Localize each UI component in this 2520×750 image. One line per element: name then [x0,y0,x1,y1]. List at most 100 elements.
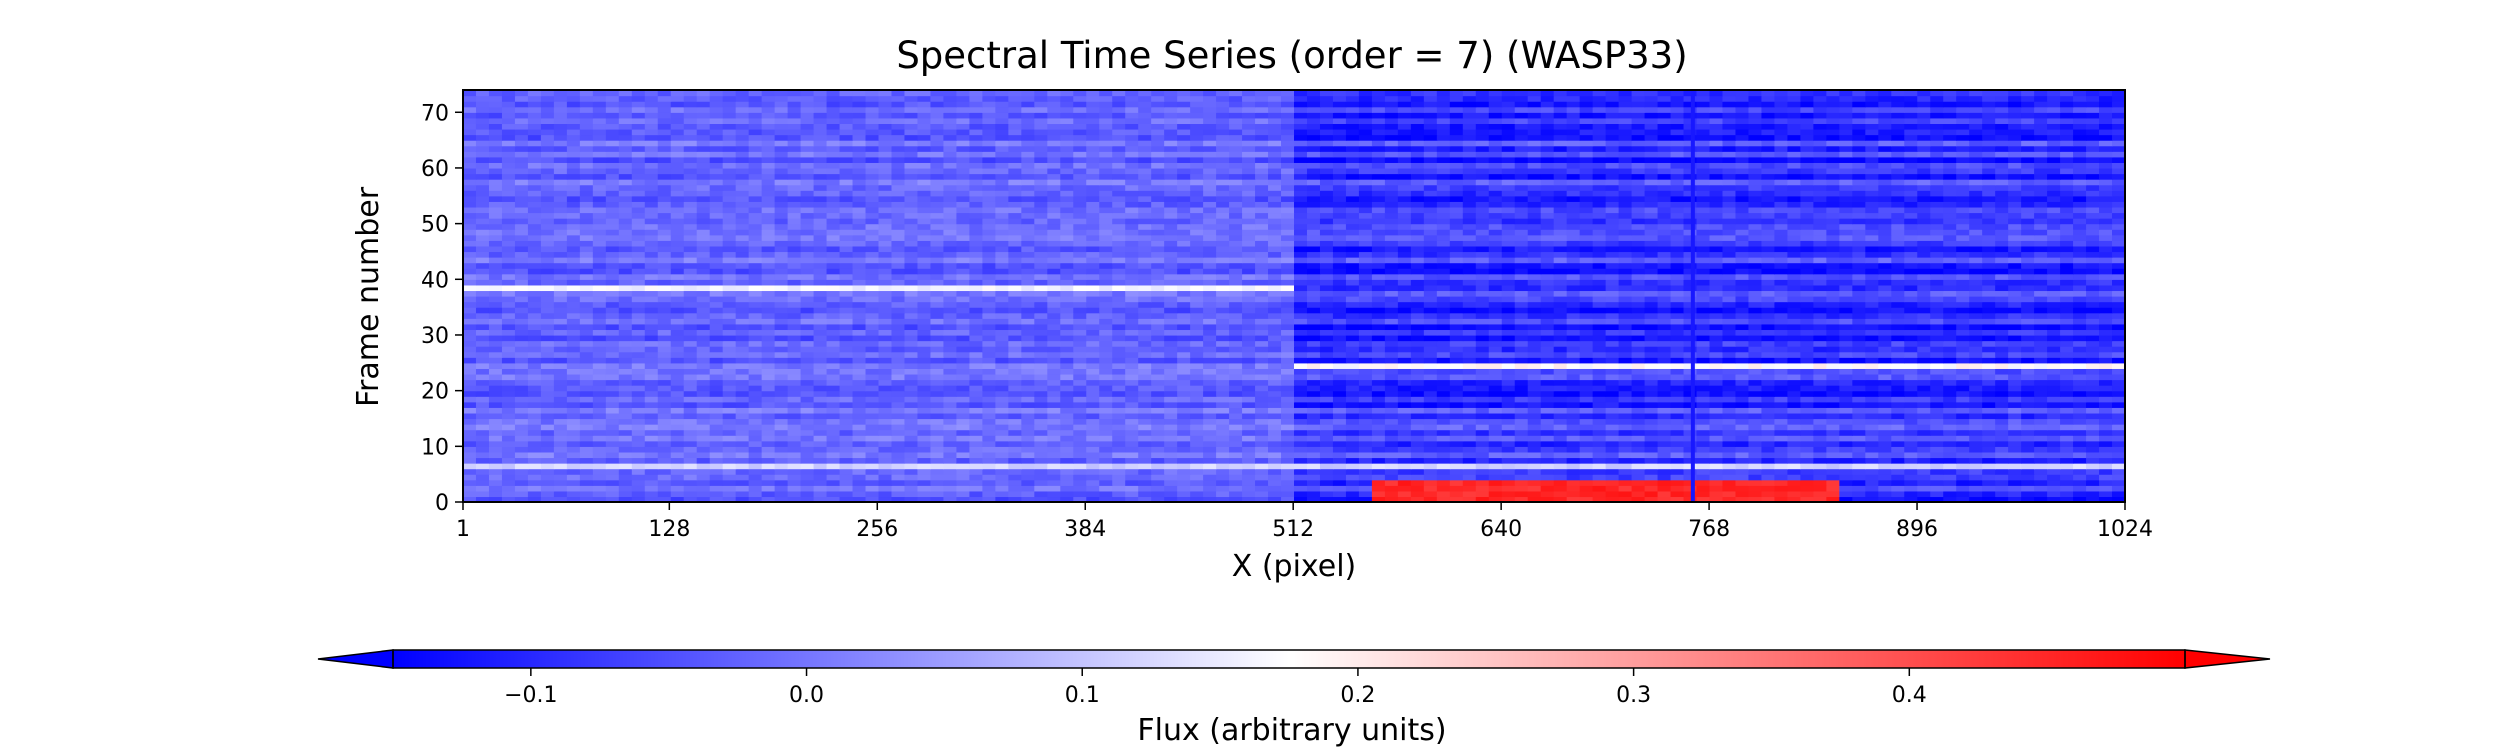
heatmap-cell [969,312,983,319]
heatmap-cell [1605,401,1620,408]
heatmap-cell [1826,412,1840,420]
heatmap-cell [1138,429,1152,436]
heatmap-cell [1047,307,1061,314]
heatmap-cell [1852,290,1866,297]
heatmap-cell [1177,463,1191,470]
heatmap-cell [1397,412,1412,420]
heatmap-cell [2112,390,2126,397]
heatmap-cell [1800,334,1814,342]
heatmap-cell [852,496,867,503]
heatmap-cell [1969,479,1983,486]
heatmap-cell [1034,390,1048,397]
heatmap-cell [1319,479,1334,486]
heatmap-cell [1878,390,1892,397]
heatmap-cell [1423,463,1438,470]
heatmap-cell [2099,379,2113,386]
heatmap-cell [1930,424,1944,431]
heatmap-cell [748,474,763,481]
heatmap-cell [2060,284,2074,292]
heatmap-cell [1294,290,1308,297]
heatmap-cell [735,351,750,358]
heatmap-cell [1761,451,1776,459]
heatmap-cell [943,396,957,403]
heatmap-cell [1008,340,1022,347]
heatmap-cell [1488,463,1503,470]
heatmap-cell [1475,290,1490,297]
heatmap-cell [463,446,477,453]
heatmap-cell [1904,329,1918,336]
heatmap-cell [592,346,607,353]
heatmap-cell [540,424,555,431]
heatmap-cell [1138,379,1152,386]
heatmap-cell [1255,368,1269,375]
heatmap-cell [1047,368,1061,375]
heatmap-cell [553,463,568,470]
heatmap-cell [1449,407,1464,414]
heatmap-cell [1371,318,1386,325]
heatmap-cell [1306,296,1321,303]
heatmap-cell [463,351,477,358]
heatmap-cell [1566,284,1581,292]
heatmap-cell [2073,351,2087,358]
heatmap-cell [1397,334,1412,342]
heatmap-cell [839,318,854,325]
heatmap-cell [1826,385,1840,392]
heatmap-cell [2086,318,2100,325]
heatmap-cell [1190,284,1204,292]
heatmap-cell [2112,435,2126,442]
heatmap-cell [1164,385,1178,392]
heatmap-cell [1216,340,1230,347]
heatmap-cell [1904,357,1918,364]
heatmap-cell [774,401,789,408]
heatmap-cell [2021,340,2035,347]
heatmap-cell [1242,362,1256,369]
heatmap-cell [1475,373,1490,381]
heatmap-cell [1657,379,1672,386]
heatmap-cell [1956,401,1970,408]
heatmap-cell [475,418,490,425]
heatmap-cell [1735,440,1750,447]
heatmap-cell [1060,457,1074,464]
heatmap-cell [618,329,633,336]
heatmap-cell [1125,301,1139,308]
heatmap-cell [1112,346,1126,353]
heatmap-cell [1151,329,1165,336]
heatmap-cell [2073,457,2087,464]
heatmap-cell [1670,312,1685,319]
heatmap-cell [1696,329,1711,336]
heatmap-cell [1787,479,1801,486]
heatmap-cell [2021,446,2035,453]
heatmap-cell [826,479,841,486]
heatmap-cell [2060,474,2074,481]
heatmap-cell [1722,357,1737,364]
heatmap-cell [1644,329,1659,336]
heatmap-cell [514,385,529,392]
heatmap-cell [657,323,672,331]
heatmap-cell [1527,396,1542,403]
heatmap-cell [1813,357,1827,364]
heatmap-cell [1306,418,1321,425]
heatmap-cell [1670,457,1685,464]
heatmap-cell [1748,474,1763,481]
heatmap-cell [761,401,776,408]
heatmap-cell [1216,296,1230,303]
heatmap-cell [1112,463,1126,470]
heatmap-cell [709,318,724,325]
heatmap-cell [2008,479,2022,486]
heatmap-cell [1423,446,1438,453]
heatmap-cell [1138,284,1152,292]
heatmap-cell [1891,490,1905,498]
heatmap-cell [1930,307,1944,314]
heatmap-cell [917,412,932,420]
heatmap-cell [1384,446,1399,453]
heatmap-cell [1449,385,1464,392]
heatmap-cell [1943,440,1957,447]
heatmap-cell [1618,301,1633,308]
heatmap-cell [1787,301,1801,308]
heatmap-cell [1657,390,1672,397]
heatmap-cell [1956,418,1970,425]
heatmap-cell [592,357,607,364]
heatmap-cell [2086,457,2100,464]
heatmap-cell [1813,351,1827,358]
heatmap-cell [1229,401,1243,408]
